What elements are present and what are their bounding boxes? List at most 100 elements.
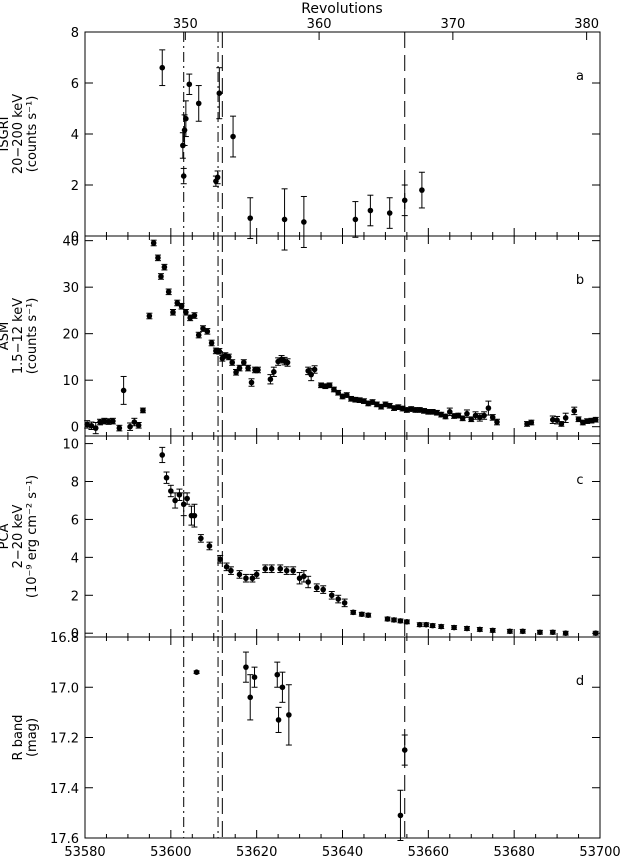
panel-b: 0 10 20 30 40 ASM 1.5−12 keV (counts s⁻¹) b [0,235,601,437]
data-point [116,425,123,431]
data-point [279,684,286,691]
data-point [174,300,181,306]
data-point [186,81,193,88]
data-point [401,747,408,753]
data-point [335,596,342,602]
data-point [110,418,116,424]
data-point [367,207,374,214]
top-axis-tick-label: 360 [307,17,332,32]
data-point [247,215,254,221]
data-point [163,474,170,481]
chart-area: 350 360 370 380 53580 53600 53620 53640 53660 536… [0,17,621,860]
panel-letter: b [576,273,584,288]
y-tick-label: 16.8 [50,631,79,646]
data-point [311,366,318,373]
y-tick-label: 17.2 [50,732,79,747]
data-point [127,423,133,430]
panel-letter: c [576,473,583,488]
y-tick-label: 8 [71,476,79,491]
data-point [528,419,535,426]
data-point [554,417,560,423]
y-tick-label: 0 [71,230,79,245]
y-tick-label: 2 [71,589,79,604]
data-point [230,133,236,140]
data-point [438,411,445,418]
top-axis-tick-label: 350 [173,17,198,32]
data-point [477,626,483,633]
data-point [320,586,326,593]
data-point [343,392,350,398]
y-tick-label: 17.0 [50,681,79,696]
panel-c: 0 2 4 6 8 10 PCA 2−20 keV (10⁻⁹ erg cm⁻² s⁻¹) c [0,435,601,642]
data-point [352,216,359,223]
data-point [105,418,112,425]
data-point [341,600,348,606]
data-point [301,219,307,225]
y-axis-label: (counts s⁻¹) [25,298,40,375]
data-point [247,694,254,701]
y-axis-label: ASM [0,322,12,350]
y-tick-label: 4 [71,551,79,566]
data-point [277,565,284,572]
y-axis-label: (counts s⁻¹) [25,96,40,173]
data-point [549,416,556,423]
data-point [161,264,168,270]
data-point [519,628,526,635]
data-point [274,671,281,678]
data-point [374,401,380,408]
data-point [240,359,247,366]
data-point [275,717,282,723]
y-axis-label: R band [11,715,26,761]
data-point [397,618,404,624]
data-point [489,627,496,634]
data-point [438,623,445,630]
data-point [236,571,243,578]
data-point [369,399,376,405]
y-tick-label: 10 [62,374,79,389]
data-point [485,405,492,411]
data-point [494,419,500,425]
top-axis-title: Revolutions [301,1,382,17]
data-point [229,359,236,366]
y-axis-label: ISGRI [0,116,12,151]
data-point [193,669,200,675]
data-point [181,127,188,133]
bottom-axis-tick-label: 53620 [236,845,277,860]
data-point [255,367,261,373]
data-point [214,174,221,181]
data-point [412,407,419,413]
y-tick-label: 6 [71,77,79,92]
data-point [404,619,410,625]
data-point [434,409,440,416]
y-tick-label: 40 [62,235,79,250]
y-tick-label: 17.4 [50,782,79,797]
data-point [200,325,206,332]
data-point [236,365,243,371]
data-point [249,575,256,582]
data-point [206,543,213,549]
data-point [335,389,342,396]
data-point [305,579,311,585]
data-point [271,369,277,375]
y-axis-label: 1.5−12 keV [11,298,26,374]
top-axis-tick-label: 380 [574,17,599,32]
data-point [248,379,255,386]
data-point [365,612,372,618]
data-point [245,365,251,371]
data-point [216,348,223,355]
bottom-axis-tick-label: 53600 [150,845,191,860]
data-point [350,609,357,616]
data-point [204,328,211,335]
y-axis-label: 20−200 keV [11,94,26,174]
data-point [228,567,234,574]
data-point [359,611,365,618]
data-point [225,354,232,360]
data-point [305,368,311,374]
bottom-axis-tick-label: 53700 [579,845,620,860]
data-point [158,273,164,280]
data-point [195,332,202,338]
data-point [281,216,288,223]
data-point [397,812,404,819]
data-point [459,415,466,422]
data-point [268,565,275,572]
